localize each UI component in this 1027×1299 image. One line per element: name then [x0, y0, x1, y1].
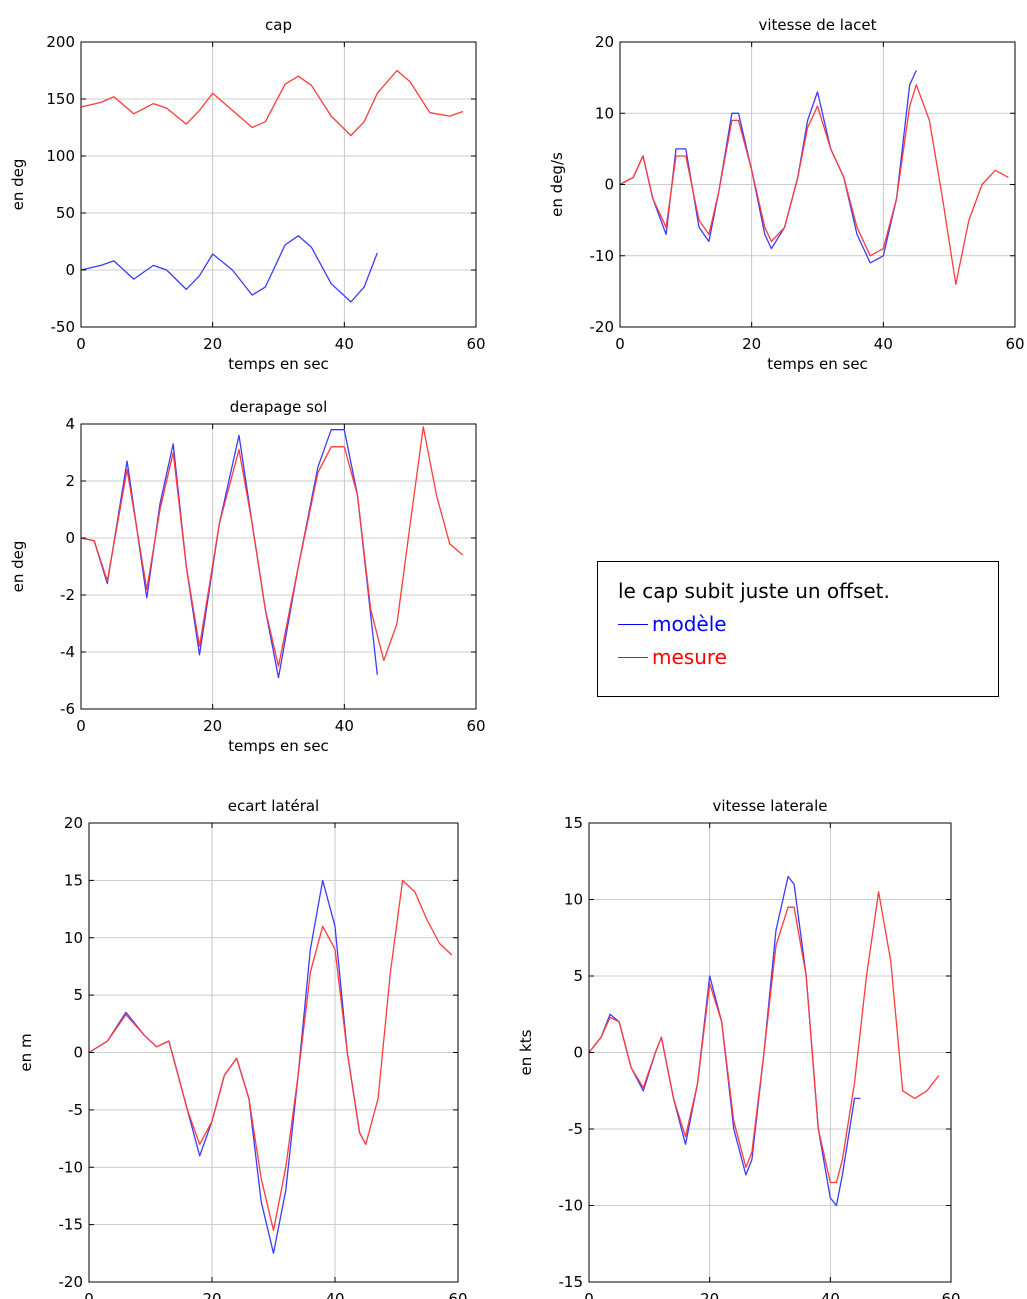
x-tick-label: 40: [335, 335, 354, 353]
legend-swatch-model: [618, 624, 648, 625]
x-tick-label: 0: [84, 1290, 94, 1299]
y-axis-label: en kts: [517, 1029, 535, 1075]
y-tick-label: 50: [56, 204, 75, 222]
chart-title: cap: [265, 16, 292, 34]
chart-1: 0 20 40 60 -20 -10 0 10 20 vitesse de lacet temps …: [548, 16, 1025, 373]
series-line-model: [80, 429, 378, 679]
legend-item-measure: mesure: [618, 641, 998, 674]
y-tick-label: 15: [564, 814, 583, 832]
plot-frame: [80, 423, 477, 710]
x-axis-label: temps en sec: [228, 355, 329, 373]
y-tick-label: -5: [568, 1120, 583, 1138]
x-tick-label: 40: [335, 717, 354, 735]
chart-title: ecart latéral: [228, 797, 319, 815]
y-tick-label: 0: [573, 1044, 583, 1062]
x-tick-label: 20: [742, 335, 761, 353]
y-tick-label: 10: [64, 929, 83, 947]
y-tick-label: 0: [65, 261, 75, 279]
x-tick-label: 0: [615, 335, 625, 353]
y-tick-label: -15: [59, 1216, 84, 1234]
y-tick-label: -5: [68, 1101, 83, 1119]
y-tick-label: -10: [590, 247, 615, 265]
x-tick-label: 40: [325, 1290, 344, 1299]
x-axis-label: temps en sec: [228, 737, 329, 755]
y-tick-label: 100: [46, 147, 75, 165]
y-tick-label: 4: [65, 415, 75, 433]
x-tick-label: 20: [202, 1290, 221, 1299]
y-tick-label: 0: [73, 1044, 83, 1062]
y-tick-label: 10: [564, 891, 583, 909]
y-tick-label: -50: [51, 318, 76, 336]
x-tick-label: 20: [203, 717, 222, 735]
y-tick-label: 5: [573, 967, 583, 985]
y-tick-label: 20: [595, 33, 614, 51]
x-tick-label: 0: [76, 717, 86, 735]
y-tick-label: -4: [60, 643, 75, 661]
series-line-model: [88, 879, 367, 1254]
series-line-measure: [80, 426, 464, 667]
y-tick-label: -20: [59, 1273, 84, 1291]
x-tick-label: 60: [448, 1290, 467, 1299]
x-axis-label: temps en sec: [767, 355, 868, 373]
x-tick-label: 0: [584, 1290, 594, 1299]
y-tick-label: -20: [590, 318, 615, 336]
series-line-measure: [80, 69, 464, 137]
chart-title: vitesse laterale: [712, 797, 827, 815]
chart-title: vitesse de lacet: [758, 16, 876, 34]
y-tick-label: 5: [73, 986, 83, 1004]
x-tick-label: 20: [700, 1290, 719, 1299]
y-tick-label: 15: [64, 871, 83, 889]
plot-frame: [80, 41, 477, 328]
legend-swatch-measure: [618, 657, 648, 658]
y-axis-label: en m: [17, 1033, 35, 1071]
y-tick-label: 0: [604, 176, 614, 194]
x-tick-label: 40: [874, 335, 893, 353]
note-text: le cap subit juste un offset.: [618, 579, 890, 603]
series-line-measure: [619, 84, 1009, 285]
x-tick-label: 40: [821, 1290, 840, 1299]
chart-2: 0 20 40 60 -6 -4 -2 0 2 4 derapage sol temps en sec…: [9, 398, 486, 755]
y-tick-label: 10: [595, 104, 614, 122]
series-line-model: [80, 235, 378, 303]
legend-box: le cap subit juste un offset. modèle mes…: [597, 561, 999, 697]
legend-item-model: modèle: [618, 608, 998, 641]
x-tick-label: 20: [203, 335, 222, 353]
y-tick-label: -6: [60, 700, 75, 718]
y-tick-label: -15: [559, 1273, 584, 1291]
y-tick-label: 150: [46, 90, 75, 108]
y-tick-label: -2: [60, 586, 75, 604]
y-tick-label: 20: [64, 814, 83, 832]
x-tick-label: 60: [466, 335, 485, 353]
y-tick-label: -10: [59, 1158, 84, 1176]
series-line-model: [588, 875, 861, 1207]
x-tick-label: 60: [466, 717, 485, 735]
x-tick-label: 60: [1005, 335, 1024, 353]
y-tick-label: 2: [65, 472, 75, 490]
y-axis-label: en deg: [9, 159, 27, 211]
legend-label-measure: mesure: [652, 645, 727, 669]
y-axis-label: en deg/s: [548, 152, 566, 217]
x-tick-label: 0: [76, 335, 86, 353]
legend-label-model: modèle: [652, 612, 727, 636]
chart-title: derapage sol: [230, 398, 328, 416]
x-tick-label: 60: [941, 1290, 960, 1299]
y-tick-label: -10: [559, 1197, 584, 1215]
y-tick-label: 0: [65, 529, 75, 547]
series-line-measure: [588, 891, 940, 1184]
y-tick-label: 200: [46, 33, 75, 51]
y-axis-label: en deg: [9, 541, 27, 593]
series-line-measure: [88, 879, 453, 1232]
